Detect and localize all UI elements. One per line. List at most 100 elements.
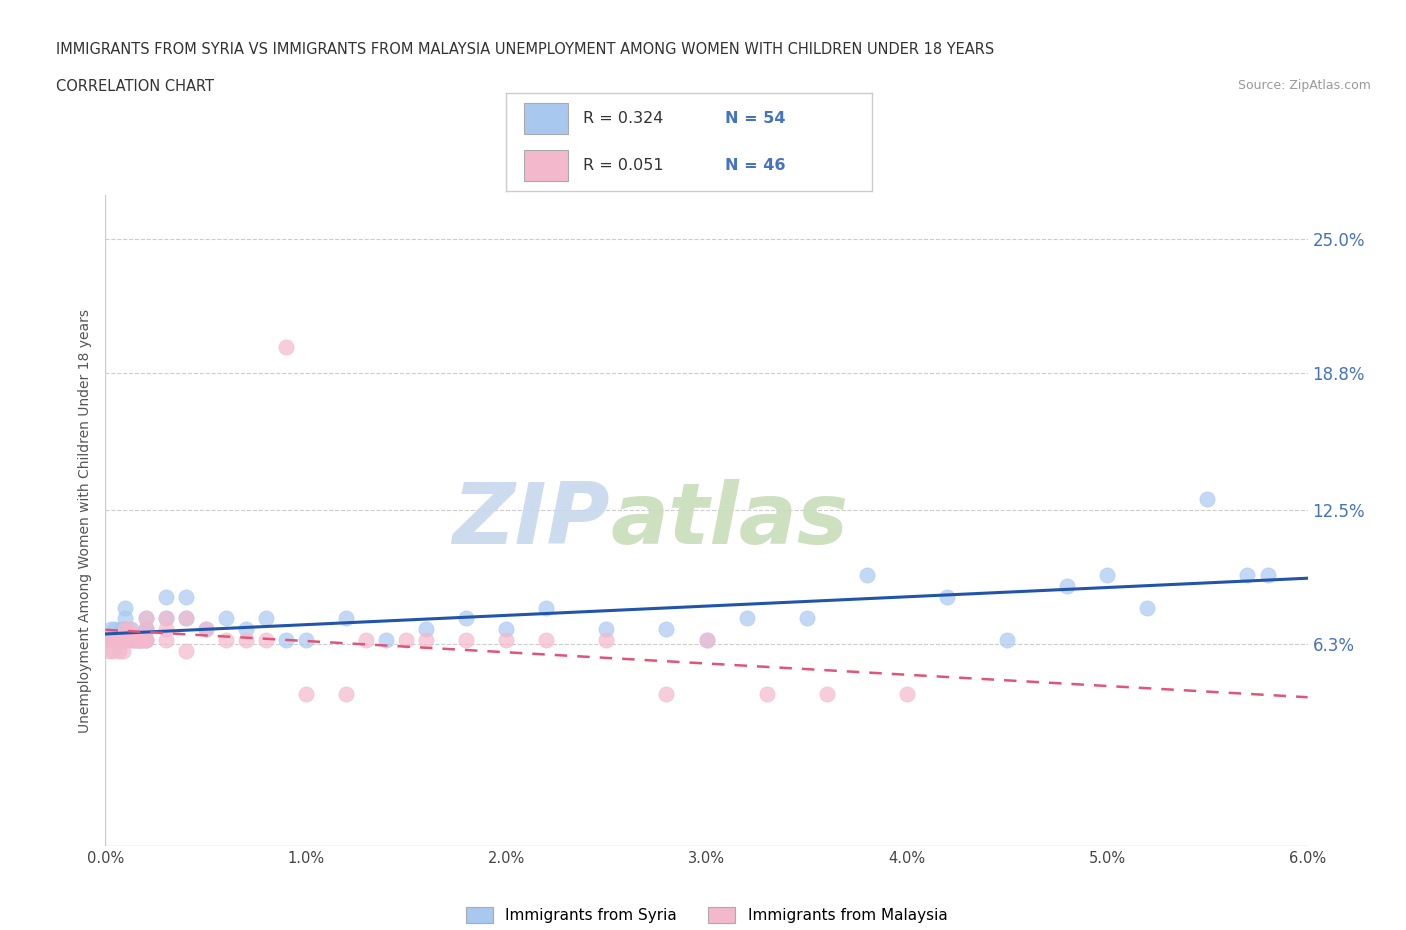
Point <box>155 590 177 604</box>
Point <box>214 611 236 626</box>
Point <box>696 632 718 647</box>
Point <box>122 632 145 647</box>
Point <box>100 632 122 647</box>
Point <box>124 632 146 647</box>
Point <box>100 622 122 637</box>
Point <box>135 632 157 647</box>
Point <box>755 687 778 702</box>
Point <box>495 632 517 647</box>
Text: ZIP: ZIP <box>453 479 610 563</box>
Point <box>122 632 145 647</box>
Legend: Immigrants from Syria, Immigrants from Malaysia: Immigrants from Syria, Immigrants from M… <box>465 908 948 923</box>
Point <box>104 632 127 647</box>
Point <box>274 339 297 354</box>
Point <box>135 622 157 637</box>
Point <box>107 632 129 647</box>
Point <box>155 611 177 626</box>
Y-axis label: Unemployment Among Women with Children Under 18 years: Unemployment Among Women with Children U… <box>79 309 93 733</box>
Point <box>108 644 131 658</box>
Point <box>595 622 617 637</box>
Point <box>131 632 153 647</box>
Point <box>110 632 132 647</box>
Point <box>114 632 136 647</box>
Point <box>135 611 157 626</box>
Point <box>114 632 136 647</box>
Point <box>454 611 477 626</box>
Point <box>174 611 197 626</box>
Point <box>415 632 437 647</box>
Text: IMMIGRANTS FROM SYRIA VS IMMIGRANTS FROM MALAYSIA UNEMPLOYMENT AMONG WOMEN WITH : IMMIGRANTS FROM SYRIA VS IMMIGRANTS FROM… <box>56 42 994 57</box>
Point <box>235 622 257 637</box>
Point <box>395 632 418 647</box>
Point <box>104 622 127 637</box>
Text: N = 46: N = 46 <box>725 158 786 173</box>
Point <box>1097 567 1119 582</box>
Point <box>128 632 150 647</box>
Point <box>254 632 277 647</box>
Point <box>112 644 135 658</box>
FancyBboxPatch shape <box>524 103 568 134</box>
Point <box>112 622 135 637</box>
Point <box>295 687 318 702</box>
Point <box>534 632 557 647</box>
Text: N = 54: N = 54 <box>725 111 786 126</box>
Point <box>98 644 121 658</box>
Point <box>534 600 557 615</box>
Point <box>155 632 177 647</box>
Point <box>454 632 477 647</box>
Point <box>1257 567 1279 582</box>
Point <box>655 622 678 637</box>
Point <box>374 632 398 647</box>
Point <box>135 632 157 647</box>
Point <box>108 632 131 647</box>
Point <box>118 622 141 637</box>
Point <box>595 632 617 647</box>
Point <box>936 590 959 604</box>
Point <box>335 611 357 626</box>
Point <box>696 632 718 647</box>
Point <box>1236 567 1258 582</box>
Point <box>335 687 357 702</box>
Point <box>135 622 157 637</box>
Point <box>127 632 149 647</box>
Point <box>135 611 157 626</box>
Point <box>274 632 297 647</box>
Point <box>495 622 517 637</box>
Point <box>155 611 177 626</box>
Point <box>103 644 125 658</box>
Point <box>995 632 1018 647</box>
Point <box>415 622 437 637</box>
Point <box>155 622 177 637</box>
Point <box>735 611 758 626</box>
Point <box>135 622 157 637</box>
Point <box>796 611 818 626</box>
Text: CORRELATION CHART: CORRELATION CHART <box>56 79 214 94</box>
Point <box>103 632 125 647</box>
Point <box>114 632 136 647</box>
Point <box>855 567 877 582</box>
Point <box>118 632 141 647</box>
Point <box>114 622 136 637</box>
Point <box>114 622 136 637</box>
Point <box>114 611 136 626</box>
Point <box>124 632 146 647</box>
Point <box>194 622 217 637</box>
Point <box>107 632 129 647</box>
Point <box>114 622 136 637</box>
Point <box>1136 600 1159 615</box>
Point <box>174 611 197 626</box>
Point <box>121 622 143 637</box>
Point <box>174 644 197 658</box>
Text: Source: ZipAtlas.com: Source: ZipAtlas.com <box>1237 79 1371 92</box>
Point <box>194 622 217 637</box>
Point <box>295 632 318 647</box>
Point <box>254 611 277 626</box>
Text: atlas: atlas <box>610 479 848 563</box>
Point <box>98 632 121 647</box>
Point <box>354 632 377 647</box>
Point <box>1197 492 1219 507</box>
Text: R = 0.324: R = 0.324 <box>583 111 664 126</box>
Point <box>1056 578 1078 593</box>
Point <box>110 622 132 637</box>
Point <box>135 632 157 647</box>
